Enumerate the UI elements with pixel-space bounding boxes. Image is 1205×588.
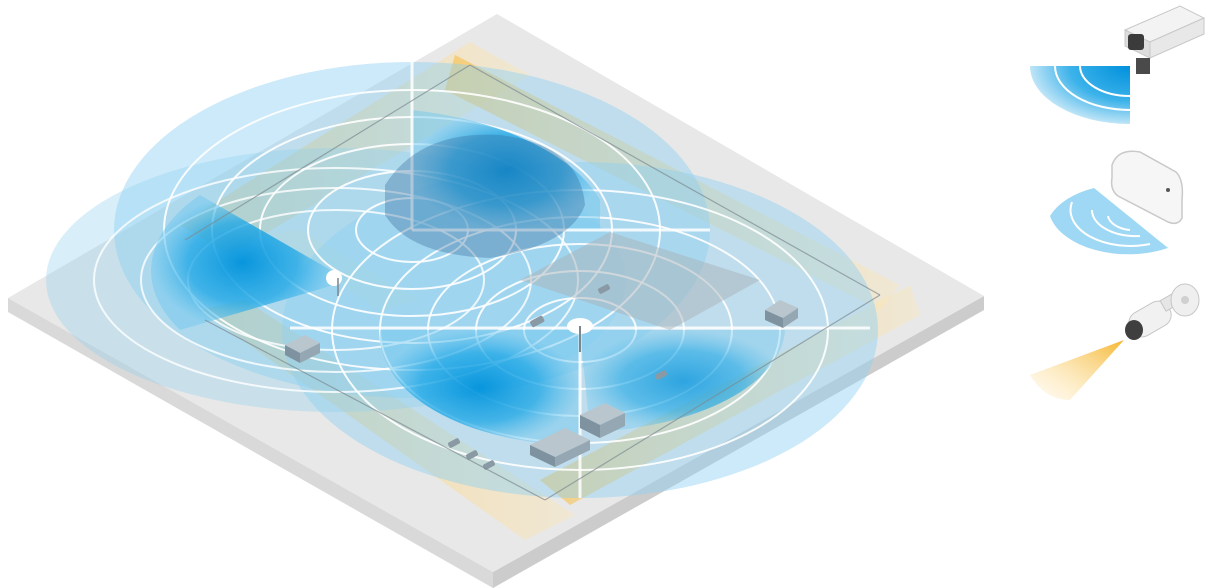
vehicles bbox=[447, 284, 668, 470]
camera-sector-bottom-right bbox=[580, 330, 785, 432]
legend-item-radar bbox=[1050, 150, 1184, 255]
legend-item-bullet-camera bbox=[1030, 283, 1200, 400]
camera-sector-left bbox=[151, 195, 334, 330]
fov-strip-top-right bbox=[445, 55, 900, 310]
parking-area bbox=[520, 232, 760, 330]
building-bottom bbox=[530, 403, 625, 467]
site-features bbox=[184, 64, 881, 501]
legend-item-positioning-camera bbox=[1030, 5, 1205, 124]
camera-sector-bottom bbox=[379, 330, 580, 446]
hill-shadow bbox=[385, 134, 585, 258]
ground-plane bbox=[8, 14, 984, 588]
ground-side-right bbox=[493, 296, 984, 588]
radar-icon bbox=[1110, 150, 1184, 225]
yellow-cone-icon bbox=[1030, 340, 1124, 400]
left-camera-mast bbox=[326, 270, 342, 296]
fence-lines bbox=[184, 64, 881, 501]
bullet-camera-icon bbox=[1125, 283, 1200, 340]
positioning-camera-icon bbox=[1123, 5, 1205, 74]
central-radar-mast bbox=[567, 318, 593, 352]
camera-sector-top bbox=[412, 110, 600, 230]
blue-sector-icon bbox=[1030, 66, 1130, 124]
fov-strip-left-inner bbox=[260, 230, 420, 310]
fov-strip-bottom-left bbox=[200, 300, 575, 540]
ground-side-left bbox=[8, 298, 493, 588]
ground-top bbox=[8, 14, 984, 572]
camera-coverage-sectors bbox=[151, 110, 785, 446]
building-left bbox=[285, 335, 320, 363]
building-right bbox=[765, 300, 798, 328]
